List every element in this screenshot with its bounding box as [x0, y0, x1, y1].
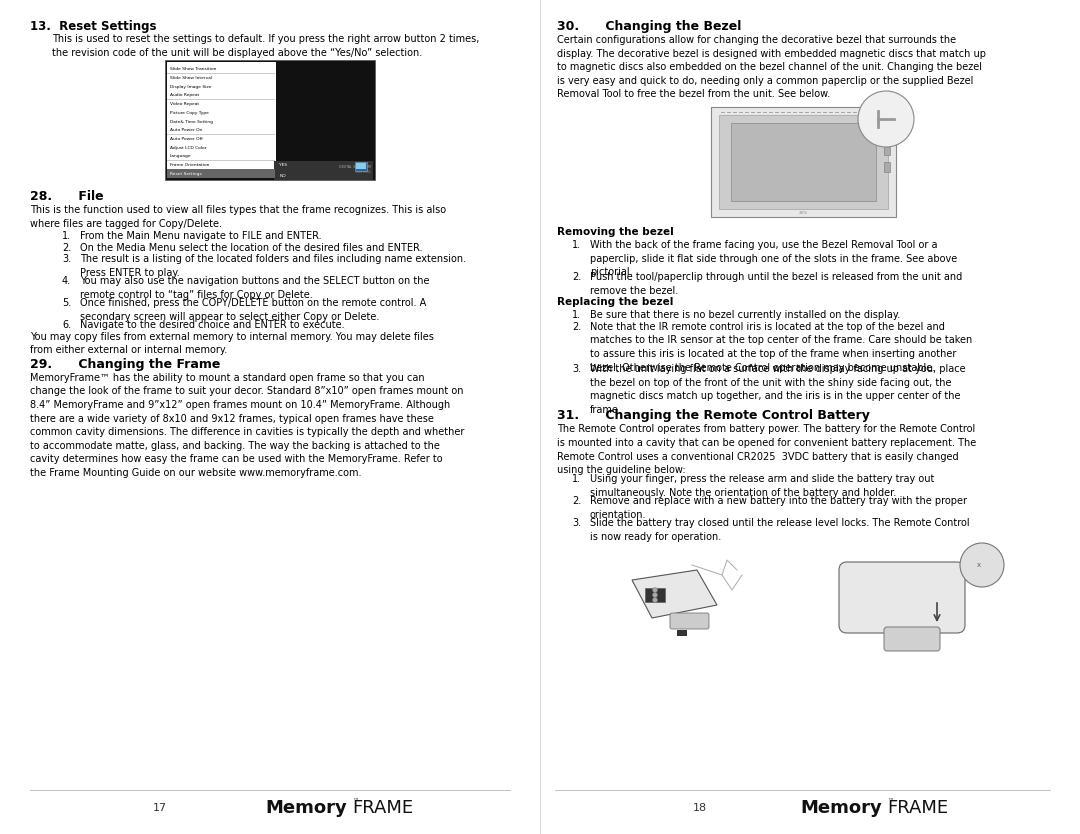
Text: Auto Power Off: Auto Power Off — [170, 137, 203, 141]
Text: 2.: 2. — [572, 496, 581, 506]
Text: FRAME: FRAME — [352, 799, 414, 817]
Text: From the Main Menu navigate to FILE and ENTER.: From the Main Menu navigate to FILE and … — [80, 231, 322, 241]
Text: Frame Orientation: Frame Orientation — [170, 163, 210, 167]
Text: 28.      File: 28. File — [30, 190, 104, 203]
Bar — [711, 107, 896, 217]
Bar — [885, 162, 890, 172]
Text: Language: Language — [170, 154, 191, 158]
Text: x: x — [977, 562, 981, 568]
Text: Display Image Size: Display Image Size — [170, 85, 212, 88]
Text: With the back of the frame facing you, use the Bezel Removal Tool or a
paperclip: With the back of the frame facing you, u… — [590, 240, 957, 277]
Text: Slide Show Interval: Slide Show Interval — [170, 76, 212, 80]
Text: Replacing the bezel: Replacing the bezel — [557, 297, 673, 307]
Text: 2.: 2. — [62, 243, 71, 253]
Text: 1.: 1. — [572, 240, 581, 250]
Text: 2.: 2. — [572, 322, 581, 332]
Bar — [356, 163, 366, 169]
Text: The Remote Control operates from battery power. The battery for the Remote Contr: The Remote Control operates from battery… — [557, 425, 976, 475]
Text: NO: NO — [280, 173, 286, 178]
Text: Slide the battery tray closed until the release level locks. The Remote Control
: Slide the battery tray closed until the … — [590, 518, 970, 542]
Text: Reset Settings: Reset Settings — [170, 172, 202, 176]
Text: Note that the IR remote control iris is located at the top of the bezel and
matc: Note that the IR remote control iris is … — [590, 322, 972, 373]
Text: Remove and replace with a new battery into the battery tray with the proper
orie: Remove and replace with a new battery in… — [590, 496, 967, 520]
Text: 1.: 1. — [62, 231, 71, 241]
Bar — [274, 161, 373, 180]
Text: 1.: 1. — [572, 310, 581, 320]
Text: Be sure that there is no bezel currently installed on the display.: Be sure that there is no bezel currently… — [590, 310, 901, 320]
Text: Certain configurations allow for changing the decorative bezel that surrounds th: Certain configurations allow for changin… — [557, 35, 986, 99]
Text: Slide Show Transition: Slide Show Transition — [170, 68, 216, 72]
Text: 30.      Changing the Bezel: 30. Changing the Bezel — [557, 20, 741, 33]
Bar — [885, 127, 890, 137]
Text: The result is a listing of the located folders and files including name extensio: The result is a listing of the located f… — [80, 254, 467, 278]
Text: 6.: 6. — [62, 320, 71, 330]
Text: Push the tool/paperclip through until the bezel is released from the unit and
re: Push the tool/paperclip through until th… — [590, 272, 962, 296]
Circle shape — [652, 592, 658, 597]
FancyBboxPatch shape — [839, 562, 966, 633]
Text: ™: ™ — [887, 800, 893, 805]
Text: Once finished, press the COPY/DELETE button on the remote control. A
secondary s: Once finished, press the COPY/DELETE but… — [80, 299, 427, 322]
Text: Date& Time Setting: Date& Time Setting — [170, 119, 213, 123]
Polygon shape — [632, 570, 717, 618]
Circle shape — [652, 597, 658, 602]
Text: Adjust LCD Color: Adjust LCD Color — [170, 146, 206, 149]
Bar — [885, 145, 890, 155]
Text: Auto Power On: Auto Power On — [170, 128, 202, 133]
Text: YES: YES — [280, 163, 287, 167]
Bar — [677, 630, 687, 636]
Text: 29.      Changing the Frame: 29. Changing the Frame — [30, 358, 220, 371]
Bar — [355, 162, 367, 171]
Text: 3.: 3. — [572, 518, 581, 528]
Text: Navigate to the desired choice and ENTER to execute.: Navigate to the desired choice and ENTER… — [80, 320, 345, 330]
Text: 1.: 1. — [572, 475, 581, 485]
Text: 3.: 3. — [572, 364, 581, 374]
Text: Video Repeat: Video Repeat — [170, 102, 199, 106]
Text: 5.: 5. — [62, 299, 71, 309]
Text: 31.      Changing the Remote Control Battery: 31. Changing the Remote Control Battery — [557, 409, 869, 422]
Bar — [165, 60, 375, 180]
Text: SOLUTIONS: SOLUTIONS — [355, 170, 372, 174]
Text: Using your finger, press the release arm and slide the battery tray out
simultan: Using your finger, press the release arm… — [590, 475, 934, 498]
Text: Memory: Memory — [265, 799, 347, 817]
Text: 2.: 2. — [572, 272, 581, 282]
Bar — [731, 123, 876, 201]
FancyBboxPatch shape — [885, 627, 940, 651]
Text: You may also use the navigation buttons and the SELECT button on the
remote cont: You may also use the navigation buttons … — [80, 276, 430, 300]
Text: On the Media Menu select the location of the desired files and ENTER.: On the Media Menu select the location of… — [80, 243, 422, 253]
Text: 17: 17 — [153, 803, 167, 813]
Text: Picture Copy Type: Picture Copy Type — [170, 111, 208, 115]
Text: 20%: 20% — [798, 211, 808, 215]
Text: FRAME: FRAME — [887, 799, 948, 817]
Text: Memory: Memory — [800, 799, 881, 817]
Circle shape — [960, 543, 1004, 587]
Text: 18: 18 — [693, 803, 707, 813]
Text: 3.: 3. — [62, 254, 71, 264]
Text: Audio Repeat: Audio Repeat — [170, 93, 199, 98]
Text: You may copy files from external memory to internal memory. You may delete files: You may copy files from external memory … — [30, 332, 434, 355]
Text: 4.: 4. — [62, 276, 71, 286]
Text: Removing the bezel: Removing the bezel — [557, 227, 674, 237]
Text: MemoryFrame™ has the ability to mount a standard open frame so that you can
chan: MemoryFrame™ has the ability to mount a … — [30, 373, 464, 478]
Circle shape — [858, 91, 914, 147]
Text: With the unit laying flat on a surface with the display facing up at you, place
: With the unit laying flat on a surface w… — [590, 364, 966, 414]
Circle shape — [652, 587, 658, 592]
FancyBboxPatch shape — [670, 613, 708, 629]
Text: This is used to reset the settings to default. If you press the right arrow butt: This is used to reset the settings to de… — [52, 34, 480, 58]
Text: ™: ™ — [352, 800, 359, 805]
Text: This is the function used to view all files types that the frame recognizes. Thi: This is the function used to view all fi… — [30, 205, 446, 229]
Bar — [167, 168, 275, 178]
Bar — [167, 62, 276, 178]
Text: DIGITAL SPECTRUM: DIGITAL SPECTRUM — [339, 165, 372, 169]
Text: 13.  Reset Settings: 13. Reset Settings — [30, 20, 157, 33]
Bar — [719, 115, 888, 209]
Bar — [645, 588, 665, 602]
